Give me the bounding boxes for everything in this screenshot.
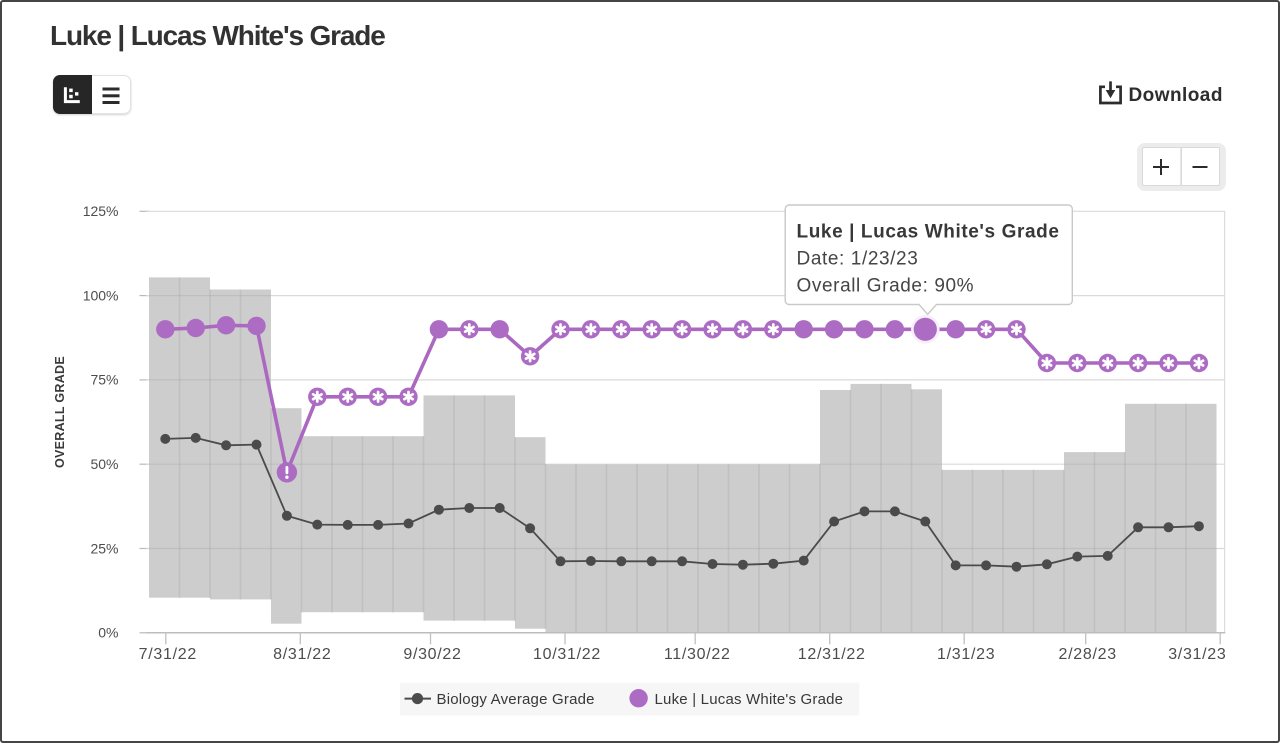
svg-text:Biology Average Grade: Biology Average Grade	[437, 691, 595, 708]
svg-text:125%: 125%	[83, 203, 119, 219]
svg-text:11/30/22: 11/30/22	[664, 646, 731, 663]
svg-text:8/31/22: 8/31/22	[273, 646, 331, 663]
svg-text:1/31/23: 1/31/23	[937, 646, 995, 663]
svg-text:Luke | Lucas White's Grade: Luke | Lucas White's Grade	[655, 691, 844, 708]
svg-text:10/31/22: 10/31/22	[533, 646, 601, 663]
svg-text:Date: 1/23/23: Date: 1/23/23	[797, 249, 919, 270]
svg-text:7/31/22: 7/31/22	[139, 646, 197, 663]
svg-text:75%: 75%	[90, 372, 118, 388]
svg-text:Overall Grade: 90%: Overall Grade: 90%	[797, 276, 975, 297]
svg-text:Luke | Lucas White's Grade: Luke | Lucas White's Grade	[797, 222, 1060, 243]
svg-text:25%: 25%	[90, 540, 118, 556]
svg-text:3/31/23: 3/31/23	[1168, 646, 1226, 663]
svg-text:0%: 0%	[98, 625, 118, 641]
svg-text:100%: 100%	[83, 287, 119, 303]
svg-text:9/30/22: 9/30/22	[403, 646, 461, 663]
svg-text:12/31/22: 12/31/22	[798, 646, 866, 663]
svg-text:OVERALL GRADE: OVERALL GRADE	[53, 356, 67, 468]
svg-text:2/28/23: 2/28/23	[1059, 646, 1117, 663]
svg-text:50%: 50%	[90, 456, 118, 472]
